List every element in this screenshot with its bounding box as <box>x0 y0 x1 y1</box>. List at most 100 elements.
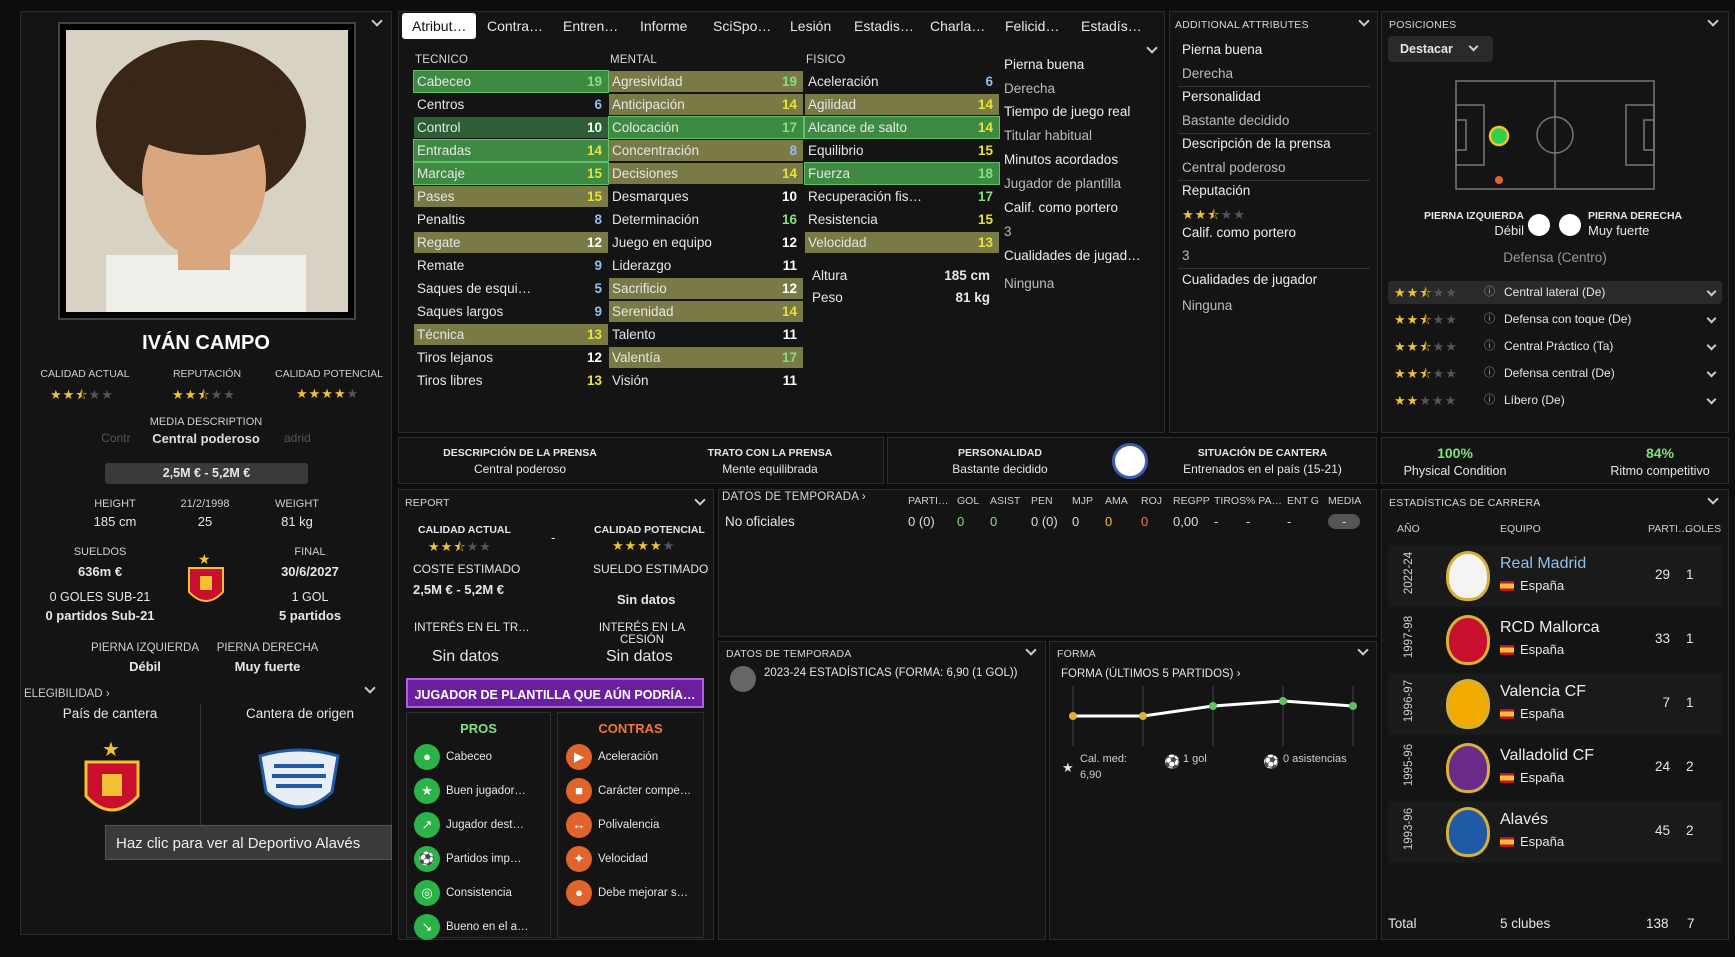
report-ca-label: CALIDAD ACTUAL <box>418 524 511 536</box>
role-row[interactable]: ★★★★★ ⓘ Líbero (De) <box>1388 389 1722 412</box>
role-row[interactable]: ★★⯪★★ ⓘ Central Práctico (Ta) <box>1388 335 1722 358</box>
pro-label: Jugador dest… <box>446 819 524 831</box>
press-desc-label: DESCRIPCIÓN DE LA PRENSA <box>443 447 597 459</box>
attr-name: Saques de esqui… <box>417 281 532 296</box>
club-crest <box>1446 743 1490 793</box>
role-row[interactable]: ★★⯪★★ ⓘ Defensa con toque (De) <box>1388 308 1722 331</box>
additional-item: Reputación <box>1182 183 1251 198</box>
season-cell: 0 <box>957 514 965 529</box>
season-col-header: MJP <box>1072 495 1093 507</box>
right-foot-label: PIERNA DERECHA <box>216 642 319 654</box>
attr-value: 13 <box>586 327 602 342</box>
attr-row-mental: Serenidad 14 <box>609 301 803 322</box>
career-team[interactable]: Real Madrid <box>1500 555 1587 572</box>
attr-row-tecnico: Remate 9 <box>414 255 608 276</box>
form-subtitle-label: FORMA (ÚLTIMOS 5 PARTIDOS) <box>1061 668 1234 680</box>
career-row[interactable]: 1996-97 Valencia CF España 7 1 <box>1388 673 1722 735</box>
transfer-interest-value: Sin datos <box>432 648 499 665</box>
report-cp-label: CALIDAD POTENCIAL <box>594 524 705 536</box>
form-point[interactable] <box>1139 712 1147 720</box>
career-row[interactable]: 2022-24 Real Madrid España 29 1 <box>1388 545 1722 607</box>
form-subtitle[interactable]: FORMA (ÚLTIMOS 5 PARTIDOS) › <box>1061 668 1241 680</box>
chevron-down-icon[interactable] <box>1706 394 1717 405</box>
attr-row-mental: Agresividad 19 <box>609 71 803 92</box>
pros-box <box>406 712 551 938</box>
additional-item: Descripción de la prensa <box>1182 136 1331 151</box>
role-row[interactable]: ★★⯪★★ ⓘ Defensa central (De) <box>1388 362 1722 385</box>
career-goals: 1 <box>1686 567 1694 582</box>
tab-report[interactable]: Informe <box>640 18 688 34</box>
career-row[interactable]: 1997-98 RCD Mallorca España 33 1 <box>1388 609 1722 671</box>
career-team[interactable]: Valladolid CF <box>1500 747 1594 764</box>
attr-row-mental: Valentía 17 <box>609 347 803 368</box>
attr-row-mental: Desmarques 10 <box>609 186 803 207</box>
tab-talk[interactable]: Charla… <box>930 18 986 34</box>
highlight-dropdown-label: Destacar <box>1400 42 1453 56</box>
form-point[interactable] <box>1279 697 1287 705</box>
info-icon[interactable]: ⓘ <box>1484 313 1495 325</box>
season-title[interactable]: DATOS DE TEMPORADA › <box>722 491 866 503</box>
pro-icon: ◎ <box>414 879 440 906</box>
chevron-down-icon <box>1468 41 1479 52</box>
left-boot-icon <box>1528 214 1550 236</box>
role-stars: ★★⯪★★ <box>1394 339 1458 354</box>
attr-value: 17 <box>781 120 797 135</box>
chevron-down-icon[interactable] <box>1706 286 1717 297</box>
attr-name: Agresividad <box>612 74 683 89</box>
spain-crest[interactable]: ★ <box>80 738 144 824</box>
alaves-crest[interactable] <box>254 746 344 822</box>
season-cell: 0 (0) <box>1031 514 1058 529</box>
con-icon: ↔ <box>566 811 592 838</box>
attr-value: 12 <box>781 281 797 296</box>
current-ability-stars: ★★⯪★★ <box>50 387 114 402</box>
left-foot-label: PIERNA IZQUIERDA <box>91 642 199 654</box>
attr-name: Agilidad <box>808 97 857 112</box>
role-row[interactable]: ★★⯪★★ ⓘ Central lateral (De) <box>1388 281 1722 304</box>
form-point[interactable] <box>1069 712 1077 720</box>
attr-name: Remate <box>417 258 465 273</box>
tab-attributes[interactable]: Atribut… <box>402 13 477 39</box>
attr-name: Fuerza <box>808 166 851 181</box>
attr-name: Decisiones <box>612 166 679 181</box>
pro-label: Consistencia <box>446 887 512 899</box>
attr-row-mental: Sacrificio 12 <box>609 278 803 299</box>
form-point[interactable] <box>1209 702 1217 710</box>
report-verdict-banner[interactable]: JUGADOR DE PLANTILLA QUE AÚN PODRÍA… <box>406 678 704 708</box>
tab-stats[interactable]: Estadis… <box>854 18 914 34</box>
chevron-down-icon[interactable] <box>1706 367 1717 378</box>
tab-stats-2[interactable]: Estadís… <box>1081 18 1142 34</box>
highlight-dropdown[interactable]: Destacar <box>1388 36 1493 62</box>
career-team[interactable]: Alavés <box>1500 811 1549 828</box>
career-country: España <box>1520 642 1565 657</box>
career-row[interactable]: 1993-96 Alavés España 45 2 <box>1388 801 1722 863</box>
career-team[interactable]: Valencia CF <box>1500 683 1586 700</box>
tab-scisports[interactable]: SciSpo… <box>713 18 772 34</box>
info-icon[interactable]: ⓘ <box>1484 394 1495 406</box>
additional-item: Pierna buena <box>1182 42 1263 57</box>
attr-name: Colocación <box>612 120 679 135</box>
positions-title: POSICIONES <box>1389 19 1457 31</box>
tab-happiness[interactable]: Felicid… <box>1005 18 1060 34</box>
season-stats-title: DATOS DE TEMPORADA <box>726 648 852 660</box>
career-team[interactable]: RCD Mallorca <box>1500 619 1600 636</box>
info-icon[interactable]: ⓘ <box>1484 286 1495 298</box>
attr-side-item: Derecha <box>1004 81 1056 96</box>
physical-condition-label: Physical Condition <box>1403 464 1507 478</box>
career-row[interactable]: 1995-96 Valladolid CF España 24 2 <box>1388 737 1722 799</box>
report-panel <box>398 489 714 940</box>
attr-row-tecnico: Entradas 14 <box>413 139 609 162</box>
con-label: Aceleración <box>598 751 659 763</box>
info-icon[interactable]: ⓘ <box>1484 367 1495 379</box>
chevron-down-icon[interactable] <box>1706 340 1717 351</box>
tab-injury[interactable]: Lesión <box>790 18 832 34</box>
tab-training[interactable]: Entren… <box>563 18 619 34</box>
form-point[interactable] <box>1349 702 1357 710</box>
tab-contract[interactable]: Contra… <box>487 18 544 34</box>
eligibility-header[interactable]: ELEGIBILIDAD › <box>24 688 110 700</box>
career-goals: 1 <box>1686 695 1694 710</box>
info-icon[interactable]: ⓘ <box>1484 340 1495 352</box>
attr-value: 15 <box>586 166 602 181</box>
condition-panel <box>1381 437 1729 484</box>
media-description-label: MEDIA DESCRIPTION <box>149 416 263 428</box>
chevron-down-icon[interactable] <box>1706 313 1717 324</box>
